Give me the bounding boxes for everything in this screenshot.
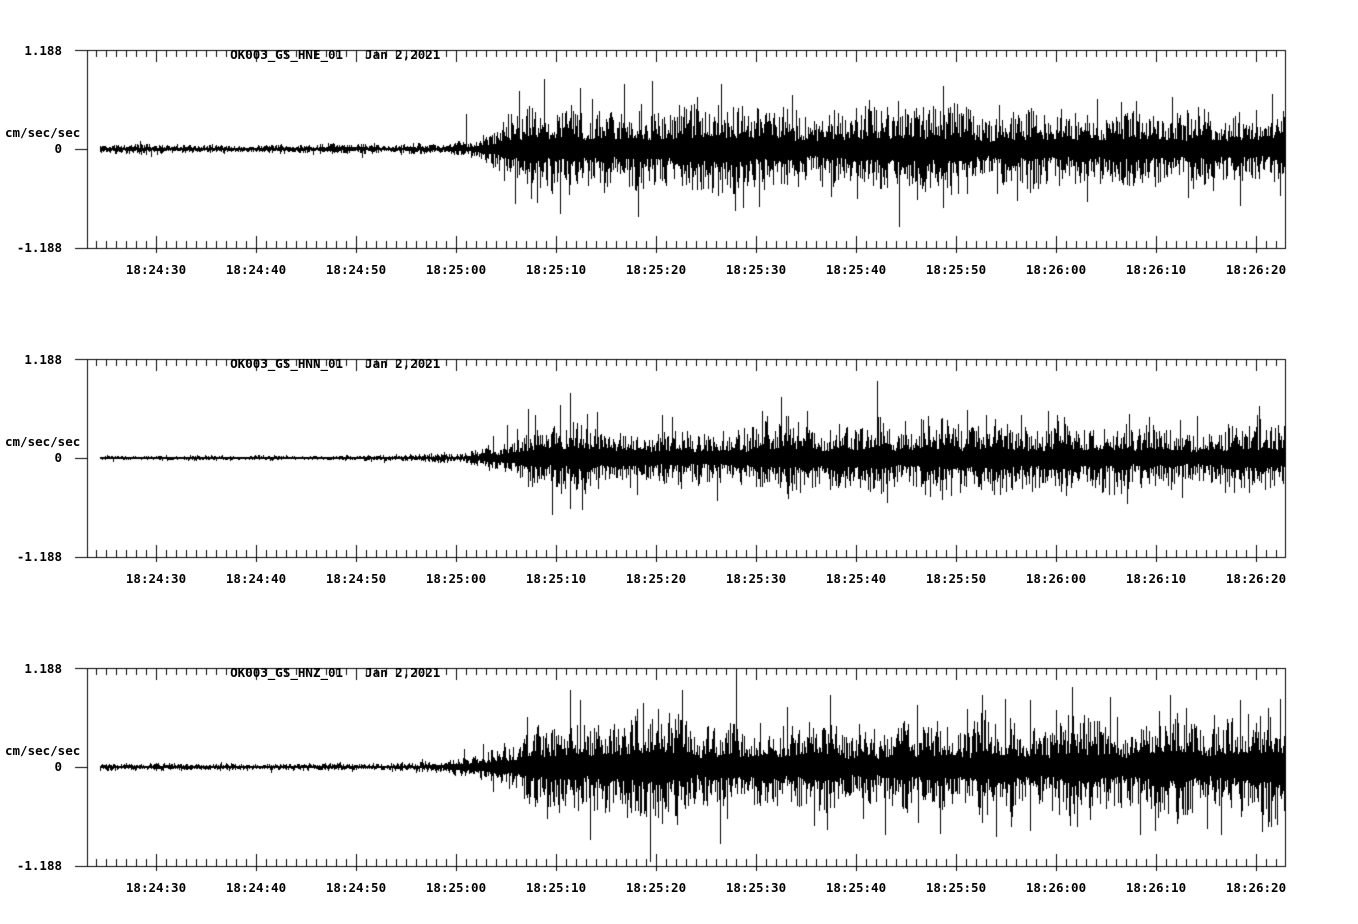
x-tick-label: 18:25:30 [725, 880, 787, 895]
x-tick-label: 18:25:40 [825, 571, 887, 586]
date-label: Jan 2,2021 [365, 665, 441, 680]
y-axis-units-label: cm/sec/sec [5, 743, 81, 758]
x-tick-label: 18:25:30 [725, 262, 787, 277]
x-tick-label: 18:24:50 [325, 880, 387, 895]
x-tick-label: 18:25:50 [925, 571, 987, 586]
y-axis-units-label: cm/sec/sec [5, 125, 81, 140]
x-tick-label: 18:25:00 [425, 262, 487, 277]
y-tick-label-bottom: -1.188 [16, 858, 62, 873]
date-label: Jan 2,2021 [365, 47, 441, 62]
y-tick-label-top: 1.188 [24, 352, 62, 367]
x-tick-label: 18:26:10 [1125, 571, 1187, 586]
x-tick-label: 18:25:20 [625, 571, 687, 586]
y-tick-label-bottom: -1.188 [16, 240, 62, 255]
x-tick-label: 18:24:50 [325, 571, 387, 586]
y-tick-label-zero: 0 [54, 141, 62, 156]
y-axis-units-label: cm/sec/sec [5, 434, 81, 449]
channel-id-label: OK003_GS_HNE_01 [230, 47, 344, 62]
x-tick-label: 18:25:40 [825, 880, 887, 895]
x-tick-label: 18:25:20 [625, 880, 687, 895]
panel-title: OK003_GS_HNZ_01 Jan 2,2021 [185, 653, 440, 692]
x-tick-label: 18:26:20 [1225, 880, 1287, 895]
y-tick-label-bottom: -1.188 [16, 549, 62, 564]
x-tick-label: 18:26:00 [1025, 262, 1087, 277]
x-tick-label: 18:24:40 [225, 262, 287, 277]
date-label: Jan 2,2021 [365, 356, 441, 371]
x-tick-label: 18:25:00 [425, 571, 487, 586]
x-tick-label: 18:26:00 [1025, 880, 1087, 895]
x-tick-label: 18:26:10 [1125, 880, 1187, 895]
panel-title: OK003_GS_HNN_01 Jan 2,2021 [185, 344, 440, 383]
y-tick-label-zero: 0 [54, 450, 62, 465]
y-tick-label-top: 1.188 [24, 661, 62, 676]
x-tick-label: 18:24:40 [225, 571, 287, 586]
x-tick-label: 18:24:30 [125, 262, 187, 277]
x-tick-label: 18:25:10 [525, 880, 587, 895]
channel-id-label: OK003_GS_HNN_01 [230, 356, 344, 371]
x-tick-label: 18:24:40 [225, 880, 287, 895]
x-tick-label: 18:25:50 [925, 880, 987, 895]
x-tick-label: 18:26:20 [1225, 571, 1287, 586]
y-tick-label-zero: 0 [54, 759, 62, 774]
x-tick-label: 18:25:30 [725, 571, 787, 586]
x-tick-label: 18:25:10 [525, 262, 587, 277]
x-tick-label: 18:25:40 [825, 262, 887, 277]
panel-title: OK003_GS_HNE_01 Jan 2,2021 [185, 35, 440, 74]
x-tick-label: 18:26:00 [1025, 571, 1087, 586]
x-tick-label: 18:24:30 [125, 571, 187, 586]
x-tick-label: 18:24:30 [125, 880, 187, 895]
x-tick-label: 18:25:10 [525, 571, 587, 586]
x-tick-label: 18:25:20 [625, 262, 687, 277]
x-tick-label: 18:26:20 [1225, 262, 1287, 277]
x-tick-label: 18:26:10 [1125, 262, 1187, 277]
channel-id-label: OK003_GS_HNZ_01 [230, 665, 344, 680]
x-tick-label: 18:25:50 [925, 262, 987, 277]
x-tick-label: 18:24:50 [325, 262, 387, 277]
y-tick-label-top: 1.188 [24, 43, 62, 58]
x-tick-label: 18:25:00 [425, 880, 487, 895]
